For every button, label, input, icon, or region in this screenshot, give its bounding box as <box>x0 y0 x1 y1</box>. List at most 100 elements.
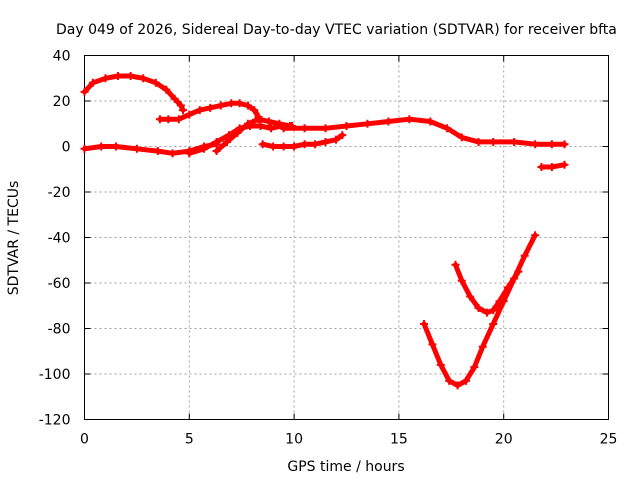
chart-title: Day 049 of 2026, Sidereal Day-to-day VTE… <box>56 22 617 38</box>
data-point <box>290 142 299 151</box>
data-point <box>176 101 185 110</box>
data-point <box>495 297 504 306</box>
data-point <box>185 149 194 158</box>
data-point <box>256 122 265 131</box>
data-point <box>470 363 479 372</box>
data-point <box>153 147 162 156</box>
data-point <box>275 119 284 128</box>
data-point <box>243 119 252 128</box>
y-tick-label: -80 <box>48 322 71 338</box>
data-point <box>436 360 445 369</box>
y-tick-label: -20 <box>48 185 71 201</box>
data-point <box>114 71 123 80</box>
data-point <box>233 128 242 137</box>
data-point <box>101 74 110 83</box>
series-line-7 <box>281 116 567 147</box>
data-point <box>363 119 372 128</box>
data-point <box>428 340 437 349</box>
x-tick-label: 15 <box>390 432 408 448</box>
data-point <box>279 142 288 151</box>
data-point <box>151 78 160 87</box>
y-tick-label: -120 <box>39 413 71 429</box>
data-point <box>155 115 164 124</box>
data-point <box>489 306 498 315</box>
data-point <box>547 162 556 171</box>
data-point <box>489 319 498 328</box>
data-point <box>132 144 141 153</box>
data-point <box>258 140 267 149</box>
data-point <box>80 87 89 96</box>
data-point <box>223 137 232 146</box>
data-point <box>547 140 556 149</box>
x-tick-label: 20 <box>495 432 513 448</box>
series-line-2 <box>157 100 261 122</box>
data-point <box>164 115 173 124</box>
y-axis-label: SDTVAR / TECUs <box>6 181 22 296</box>
data-point <box>461 376 470 385</box>
y-tick-label: -60 <box>48 276 71 292</box>
data-point <box>311 140 320 149</box>
data-point <box>451 260 460 269</box>
data-point <box>405 115 414 124</box>
tick-layer: 0 5 10 15 20 25 -120 -100 -80 -60 -40 -20 0 20 40 <box>39 49 618 448</box>
data-point <box>384 117 393 126</box>
data-point <box>321 124 330 133</box>
data-point <box>474 304 483 313</box>
y-tick-label: -100 <box>39 367 71 383</box>
data-point <box>243 101 252 110</box>
data-point <box>162 85 171 94</box>
data-point <box>269 142 278 151</box>
data-point <box>457 133 466 142</box>
data-point <box>560 140 569 149</box>
data-point <box>88 78 97 87</box>
data-point <box>279 124 288 133</box>
data-point <box>179 106 188 115</box>
data-point <box>503 283 512 292</box>
data-point <box>531 231 540 240</box>
data-point <box>445 376 454 385</box>
series-layer <box>80 71 569 390</box>
data-point <box>453 381 462 390</box>
data-point <box>489 137 498 146</box>
data-point <box>520 251 529 260</box>
data-point <box>126 71 135 80</box>
data-point <box>478 342 487 351</box>
data-point <box>514 267 523 276</box>
series-line-10 <box>453 262 521 316</box>
data-point <box>168 149 177 158</box>
data-point <box>254 115 263 124</box>
data-point <box>264 117 273 126</box>
data-point <box>457 276 466 285</box>
data-point <box>300 140 309 149</box>
data-point <box>537 162 546 171</box>
data-point <box>185 110 194 119</box>
data-point <box>332 135 341 144</box>
data-point <box>338 131 347 140</box>
y-tick-label: -40 <box>48 231 71 247</box>
data-point <box>111 142 120 151</box>
series-line-1 <box>82 73 186 113</box>
data-point <box>170 94 179 103</box>
data-point <box>300 124 309 133</box>
data-point <box>482 308 491 317</box>
data-point <box>510 137 519 146</box>
data-point <box>227 99 236 108</box>
data-point <box>443 124 452 133</box>
data-point <box>212 137 221 146</box>
data-point <box>466 292 475 301</box>
data-point <box>267 124 276 133</box>
data-point <box>139 74 148 83</box>
y-tick-label: 40 <box>53 49 71 65</box>
data-point <box>216 101 225 110</box>
data-point <box>560 160 569 169</box>
data-point <box>206 103 215 112</box>
x-tick-label: 10 <box>285 432 303 448</box>
x-tick-label: 5 <box>185 432 194 448</box>
data-point <box>474 137 483 146</box>
x-axis-label: GPS time / hours <box>287 459 404 475</box>
data-point <box>531 140 540 149</box>
y-tick-label: 0 <box>62 140 71 156</box>
x-tick-label: 25 <box>600 432 618 448</box>
x-tick-label: 0 <box>80 432 89 448</box>
